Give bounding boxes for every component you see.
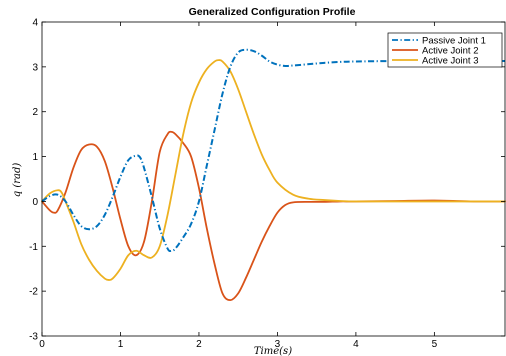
y-tick-label: 1 — [32, 152, 38, 163]
y-tick-label: 2 — [32, 107, 38, 118]
legend-label: Active Joint 3 — [422, 55, 479, 66]
y-tick-label: 3 — [32, 62, 38, 73]
series-layer — [41, 48, 506, 302]
legend-label: Passive Joint 1 — [422, 35, 486, 46]
y-tick-label: 0 — [32, 197, 38, 208]
x-tick-label: 1 — [118, 339, 124, 350]
plot-frame — [41, 21, 506, 337]
y-axis-label: q (rad) — [12, 163, 23, 198]
x-axis-label: Time(s) — [254, 346, 292, 356]
chart-title: Generalized Configuration Profile — [189, 6, 356, 18]
series-line-3 — [41, 59, 506, 281]
legend-label: Active Joint 2 — [422, 45, 479, 56]
x-tick-label: 4 — [353, 339, 359, 350]
series-line-1 — [41, 48, 505, 253]
x-tick-label: 0 — [39, 339, 45, 350]
tick-layer: 0 1 2 3 4 5 -3 -2 -1 0 1 2 3 4 — [29, 18, 505, 350]
y-tick-label: -1 — [29, 242, 38, 253]
y-tick-label: -2 — [29, 287, 38, 298]
x-tick-label: 2 — [196, 339, 202, 350]
series-line-2 — [41, 130, 506, 302]
y-tick-label: -3 — [29, 332, 38, 343]
x-tick-label: 5 — [432, 339, 438, 350]
x-tick-label: 3 — [275, 339, 281, 350]
y-tick-label: 4 — [32, 18, 38, 29]
